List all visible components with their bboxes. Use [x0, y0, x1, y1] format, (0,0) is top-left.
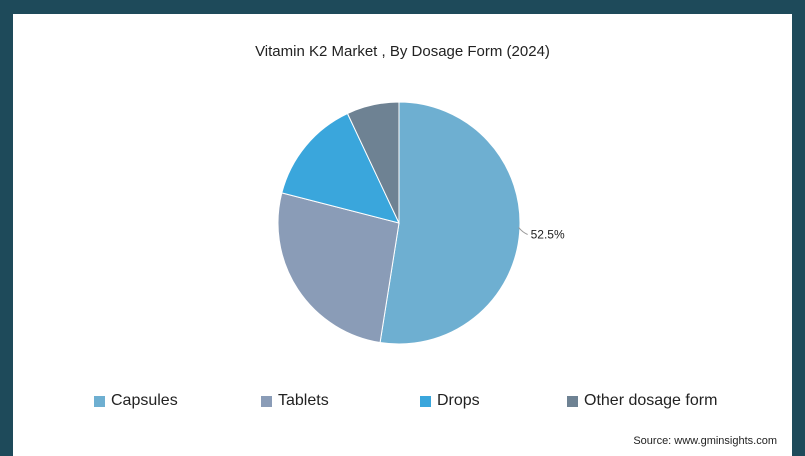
- legend-label-other: Other dosage form: [584, 392, 718, 409]
- data-label-0: 52.5%: [531, 227, 565, 241]
- legend-item-tablets: Tablets: [261, 392, 329, 410]
- legend-item-other: Other dosage form: [567, 392, 717, 410]
- legend-swatch-capsules: [94, 395, 105, 407]
- legend-swatch-drops: [420, 395, 431, 407]
- pie-slice-capsules: [379, 101, 521, 345]
- chart-legend: Capsules Tablets Drops Other dosage form: [13, 392, 792, 416]
- data-label-leader-0: [518, 227, 528, 235]
- pie-chart: 52.5%: [277, 101, 565, 345]
- chart-title: Vitamin K2 Market , By Dosage Form (2024…: [255, 43, 550, 60]
- pie-slice-other: [346, 101, 400, 224]
- source-note: Source: www.gminsights.com: [633, 435, 777, 447]
- legend-label-drops: Drops: [437, 392, 480, 409]
- legend-swatch-other: [567, 395, 578, 407]
- chart-card: Vitamin K2 Market , By Dosage Form (2024…: [13, 14, 792, 456]
- legend-item-drops: Drops: [420, 392, 480, 410]
- pie-slice-tablets: [277, 192, 400, 344]
- legend-label-tablets: Tablets: [278, 392, 329, 409]
- pie-slice-drops: [281, 112, 400, 224]
- legend-swatch-tablets: [261, 395, 272, 407]
- legend-item-capsules: Capsules: [94, 392, 178, 410]
- legend-label-capsules: Capsules: [111, 392, 178, 409]
